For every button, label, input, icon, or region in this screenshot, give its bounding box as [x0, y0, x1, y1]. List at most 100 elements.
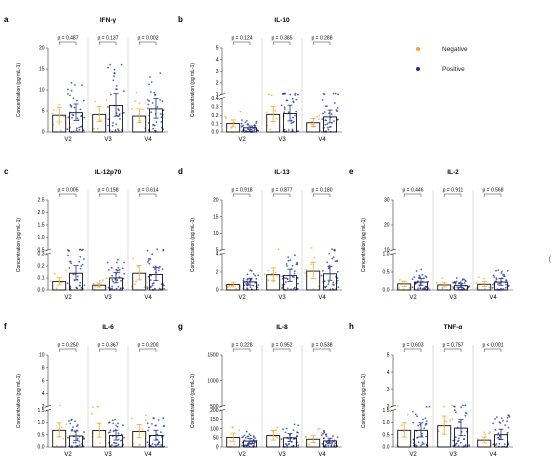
data-point: [310, 263, 313, 266]
data-point: [239, 110, 242, 113]
data-point: [455, 442, 458, 445]
panel-letter: h: [349, 322, 354, 331]
data-point: [327, 444, 330, 447]
data-point: [421, 443, 424, 446]
y-tick-label: 0.0: [212, 130, 219, 136]
data-point: [122, 424, 124, 427]
data-point: [68, 420, 70, 422]
p-value-label: p = 0.228: [232, 343, 253, 349]
data-point: [69, 422, 72, 425]
data-point: [123, 261, 125, 264]
data-point: [50, 280, 52, 283]
data-point: [325, 285, 328, 288]
data-point: [245, 444, 248, 447]
data-point: [146, 99, 149, 101]
data-point: [321, 99, 324, 101]
data-point: [328, 264, 331, 267]
data-point: [110, 93, 112, 96]
data-point: [506, 416, 509, 419]
data-point: [252, 284, 255, 287]
data-point: [110, 266, 113, 269]
data-point: [461, 279, 464, 281]
data-point: [111, 274, 113, 277]
data-point: [116, 279, 119, 281]
y-tick-label: 1.0: [38, 235, 45, 241]
data-point: [457, 445, 460, 447]
data-point: [241, 436, 244, 439]
data-point: [290, 122, 293, 125]
data-point: [297, 282, 299, 285]
data-point: [148, 426, 150, 429]
data-point: [321, 131, 323, 133]
data-point: [248, 441, 250, 444]
data-point: [463, 288, 466, 290]
data-point: [330, 113, 333, 115]
data-point: [79, 108, 82, 111]
data-point: [151, 443, 154, 445]
y-tick-label: 10: [384, 248, 390, 254]
data-point: [283, 108, 286, 110]
data-point: [162, 417, 165, 420]
data-point: [441, 277, 444, 279]
data-point: [115, 85, 118, 87]
p-value-label: p = 0.367: [98, 343, 119, 349]
data-point: [502, 273, 504, 276]
data-point: [463, 282, 466, 284]
data-point: [505, 279, 508, 282]
y-tick-label: 0.2: [212, 113, 219, 119]
panel-letter: a: [4, 15, 9, 24]
data-point: [305, 268, 308, 271]
data-point: [149, 286, 152, 289]
data-point: [255, 277, 258, 280]
data-point: [80, 115, 82, 118]
x-tick-label: V2: [64, 137, 72, 143]
data-point: [450, 404, 453, 407]
data-point: [107, 431, 110, 434]
data-point: [495, 278, 498, 281]
data-point: [150, 81, 153, 83]
y-axis-label: Concentration (pg mL-1): [361, 374, 367, 429]
data-point: [58, 103, 61, 106]
data-point: [415, 270, 418, 272]
data-point: [425, 435, 428, 438]
data-point: [113, 72, 116, 74]
data-point: [159, 72, 162, 74]
data-point: [458, 437, 460, 440]
y-axis-label: Concentration (pg mL-1): [190, 374, 196, 429]
data-point: [149, 76, 151, 78]
data-point: [224, 115, 227, 118]
data-point: [286, 265, 288, 267]
data-point: [117, 128, 119, 131]
data-point: [334, 92, 337, 95]
data-point: [270, 94, 273, 97]
data-point: [283, 106, 286, 108]
data-point: [489, 430, 492, 433]
data-point: [120, 439, 122, 442]
data-point: [116, 261, 118, 264]
data-point: [274, 109, 276, 112]
data-point: [117, 422, 119, 425]
data-point: [159, 265, 161, 268]
data-point: [412, 421, 415, 424]
data-point: [294, 92, 297, 95]
data-point: [123, 90, 125, 92]
data-point: [500, 417, 503, 420]
data-point: [53, 272, 56, 275]
data-point: [155, 121, 158, 124]
data-point: [320, 431, 323, 434]
data-point: [323, 93, 326, 96]
data-point: [399, 278, 401, 281]
data-point: [283, 92, 286, 95]
data-point: [146, 441, 149, 444]
data-point: [131, 417, 133, 420]
data-point: [147, 261, 149, 263]
data-point: [117, 443, 120, 446]
x-tick-label: V2: [64, 295, 72, 301]
y-tick-label: 0.4: [212, 96, 219, 102]
data-point: [336, 270, 339, 273]
data-point: [243, 434, 246, 437]
data-point: [235, 288, 237, 290]
data-point: [160, 116, 163, 118]
data-point: [146, 249, 149, 252]
data-point: [92, 282, 95, 285]
